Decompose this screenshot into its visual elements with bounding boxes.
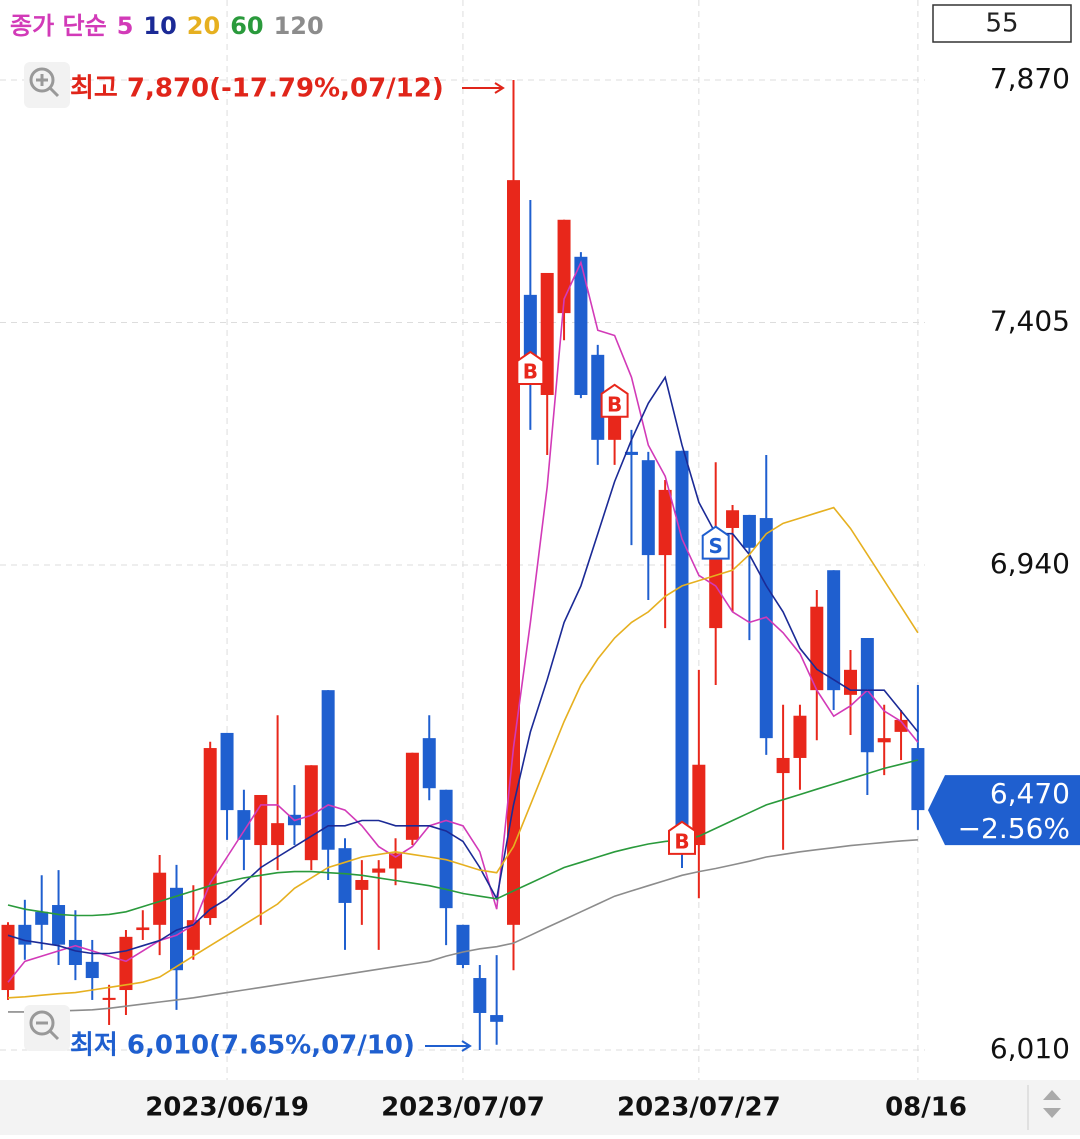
signal-marker: [516, 350, 545, 385]
ma-line: [7, 375, 919, 955]
last-price-tag: [928, 775, 1080, 846]
low-arrow: [425, 1040, 472, 1052]
x-tick-label: 2023/07/07: [381, 1093, 545, 1123]
candle-body: [439, 789, 453, 909]
ma-line: [7, 506, 919, 999]
candle-body: [338, 848, 352, 903]
candle-body: [860, 638, 874, 753]
candle-body: [1, 924, 15, 991]
candle-body: [507, 180, 520, 925]
ma-line: [8, 839, 918, 1013]
legend-entry: 60: [230, 12, 263, 40]
candle-body: [624, 451, 638, 455]
candle-body: [810, 606, 824, 691]
candle-body: [372, 868, 386, 873]
candle-body: [911, 748, 925, 811]
candle-body: [271, 823, 285, 846]
x-tick-label: 08/16: [885, 1093, 967, 1123]
ma-label: 종가 단순: [10, 12, 107, 40]
candle-body: [490, 1015, 504, 1022]
y-tick-label: 7,405: [990, 305, 1070, 338]
candle-body: [203, 748, 217, 919]
candle-body: [85, 961, 99, 979]
candle-body: [574, 256, 588, 395]
candle-body: [523, 294, 537, 370]
candle-body: [675, 450, 689, 840]
candle-body: [119, 936, 133, 991]
zoom-out[interactable]: [24, 1005, 70, 1051]
candle-body: [473, 978, 487, 1013]
last-price: 6,470: [990, 777, 1070, 810]
candle-body: [102, 997, 116, 1000]
arrow-down[interactable]: [1043, 1108, 1061, 1118]
candle-body: [237, 810, 251, 840]
candle-body: [254, 794, 268, 846]
candle-body: [136, 927, 150, 931]
candle-body: [405, 752, 419, 840]
candle-body: [827, 570, 841, 691]
legend-entry: 10: [143, 12, 176, 40]
zoom-in-icon: [29, 67, 55, 93]
signal-marker: [701, 525, 730, 560]
candle-body: [355, 879, 369, 890]
candle-body: [844, 669, 857, 695]
signal-label: S: [708, 534, 722, 558]
y-tick-label: 6,940: [990, 547, 1070, 580]
candle-body: [170, 887, 183, 971]
candle-body: [35, 911, 49, 925]
candle-body: [641, 460, 655, 556]
candle-body: [793, 715, 807, 758]
legend-entry: 20: [187, 12, 220, 40]
zoom-in-glyph: [36, 74, 60, 98]
candle-body: [726, 510, 740, 528]
candle-body: [304, 765, 318, 861]
zoom-in-bg[interactable]: [24, 62, 70, 108]
candle-body: [742, 514, 756, 548]
candle-body: [389, 853, 403, 869]
zoom-in[interactable]: [24, 62, 70, 108]
x-tick-label: 2023/06/19: [145, 1093, 309, 1123]
candle-body: [52, 905, 66, 945]
signal-marker: [668, 820, 696, 855]
candle-body: [776, 757, 790, 774]
legend-entry: 120: [274, 12, 324, 40]
signal-label: B: [523, 359, 538, 383]
y-tick-label: 7,870: [990, 62, 1070, 95]
x-axis-band: [0, 1080, 1080, 1135]
signal-marker: [600, 383, 629, 418]
ma-line: [7, 759, 919, 917]
legend-entry: 5: [117, 12, 134, 40]
low-annotation: 최저 6,010(7.65%,07/10): [70, 1031, 415, 1061]
scroll-arrows[interactable]: [1043, 1090, 1061, 1118]
candle-body: [321, 690, 335, 850]
period-box[interactable]: [932, 4, 1072, 43]
period-value: 55: [985, 9, 1018, 39]
candle-body: [692, 764, 706, 846]
candle-body: [153, 872, 167, 925]
high-annotation: 최고 7,870(-17.79%,07/12): [70, 74, 444, 104]
candle-body: [877, 738, 891, 743]
candle-body: [220, 732, 234, 811]
x-tick-label: 2023/07/27: [617, 1093, 781, 1123]
candle-body: [456, 924, 470, 965]
signal-label: B: [674, 829, 689, 853]
candle-body: [68, 939, 82, 965]
zoom-out-bg[interactable]: [24, 1005, 70, 1051]
candles: [1, 80, 925, 1050]
candle-body: [557, 219, 571, 314]
signal-label: B: [607, 392, 622, 416]
last-change: −2.56%: [958, 812, 1070, 845]
candle-body: [759, 518, 773, 739]
zoom-out-glyph: [36, 1021, 60, 1041]
candle-body: [591, 354, 605, 440]
zoom-out-icon: [29, 1010, 55, 1036]
high-arrow: [462, 82, 505, 94]
arrow-up[interactable]: [1043, 1090, 1061, 1100]
plot: B B B S: [0, 0, 925, 1080]
candle-body: [422, 738, 436, 789]
y-tick-label: 6,010: [990, 1032, 1070, 1065]
candle-body: [894, 719, 908, 732]
candle-body: [658, 489, 672, 556]
